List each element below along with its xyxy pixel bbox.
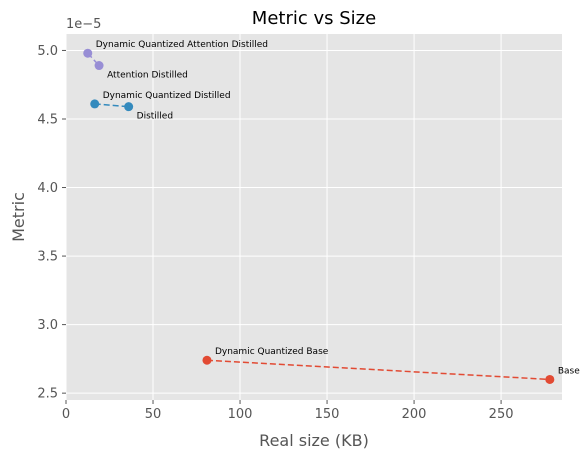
- data-point: [124, 102, 134, 112]
- y-axis-title: Metric: [9, 192, 28, 242]
- y-offset-label: 1e−5: [66, 17, 101, 32]
- y-tick-label: 3.5: [37, 250, 58, 265]
- x-tick-label: 50: [145, 407, 162, 422]
- point-annotation: Distilled: [137, 112, 173, 122]
- grid: [62, 34, 562, 404]
- point-annotation: Attention Distilled: [107, 71, 188, 81]
- tick-labels: 0 50 100 150 200 250 2.5 3.0 3.5 4.0 4.5 5.0: [37, 44, 513, 422]
- data-point: [90, 99, 100, 109]
- plot-area: [66, 34, 562, 400]
- x-tick-label: 150: [315, 407, 340, 422]
- chart-title: Metric vs Size: [252, 8, 376, 29]
- x-tick-label: 200: [402, 407, 427, 422]
- series-line: [94, 103, 129, 108]
- y-tick-label: 4.0: [37, 181, 58, 196]
- point-annotation: Dynamic Quantized Attention Distilled: [96, 40, 268, 50]
- y-tick-label: 2.5: [37, 387, 58, 402]
- point-annotation: Base: [558, 366, 580, 376]
- data-point: [83, 48, 93, 58]
- point-annotation: Dynamic Quantized Distilled: [103, 91, 231, 101]
- data-point: [202, 355, 212, 365]
- y-tick-label: 4.5: [37, 112, 58, 127]
- annotations: Dynamic Quantized Base Base Dynamic Quanti…: [96, 40, 580, 376]
- x-tick-label: 100: [228, 407, 253, 422]
- data-point: [94, 61, 104, 71]
- x-tick-label: 0: [62, 407, 70, 422]
- y-tick-label: 3.0: [37, 318, 58, 333]
- point-annotation: Dynamic Quantized Base: [215, 347, 329, 357]
- x-axis-title: Real size (KB): [259, 431, 369, 450]
- x-tick-label: 250: [489, 407, 514, 422]
- series-line: [206, 359, 550, 381]
- series-group: [83, 48, 555, 384]
- data-point: [545, 374, 555, 384]
- y-tick-label: 5.0: [37, 44, 58, 59]
